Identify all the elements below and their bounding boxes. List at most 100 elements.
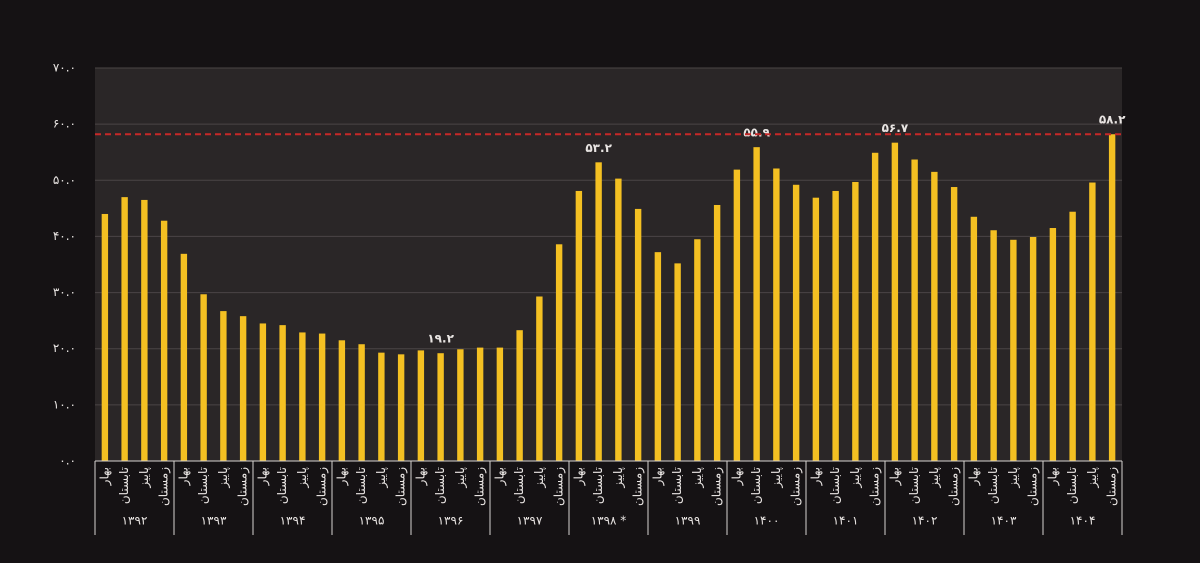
bar	[101, 213, 109, 461]
x-tick-label: بهار	[571, 467, 586, 486]
x-tick-label: زمستان	[552, 467, 567, 506]
bar	[180, 253, 188, 461]
bar	[1010, 239, 1017, 461]
group-label: ۱۴۰۱	[833, 514, 859, 528]
bar	[476, 347, 484, 461]
bar	[654, 252, 662, 461]
x-tick-label: بهار	[966, 467, 981, 486]
x-tick-label: بهار	[334, 467, 349, 486]
bar	[970, 216, 978, 461]
x-tick-label: تابستان	[117, 467, 131, 504]
x-tick-label: تابستان	[196, 467, 210, 504]
bar	[812, 197, 820, 461]
value-label: ۵۳.۲	[585, 141, 612, 155]
bar	[713, 204, 721, 461]
x-tick-label: بهار	[492, 467, 507, 486]
x-tick-label: زمستان	[947, 467, 962, 506]
bar	[733, 169, 741, 461]
x-tick-label: زمستان	[710, 467, 725, 506]
group-label: ۱۳۹۶	[438, 514, 464, 528]
bar	[931, 171, 938, 461]
bar	[990, 230, 997, 461]
y-tick-label: ۰.۰	[59, 454, 76, 468]
bar	[457, 349, 464, 461]
bar	[891, 142, 899, 462]
bar	[200, 294, 207, 461]
x-tick-label: پاییز	[137, 467, 152, 489]
x-tick-label: بهار	[887, 467, 902, 486]
x-tick-label: بهار	[413, 467, 428, 486]
bar	[773, 168, 780, 461]
x-tick-label: بهار	[97, 467, 112, 486]
x-tick-label: بهار	[1045, 467, 1060, 486]
bar	[634, 208, 642, 461]
x-tick-label: زمستان	[1105, 467, 1120, 506]
bar	[279, 325, 286, 461]
y-tick-label: ۵۰.۰	[53, 173, 76, 187]
bar	[358, 344, 365, 461]
group-label: ۱۴۰۲	[912, 514, 938, 528]
bar	[1029, 236, 1037, 461]
x-tick-label: پاییز	[927, 467, 942, 489]
y-tick-label: ۱۰.۰	[53, 397, 76, 411]
x-tick-label: تابستان	[433, 467, 447, 504]
x-tick-label: بهار	[808, 467, 823, 486]
x-tick-label: بهار	[650, 467, 665, 486]
bar	[397, 354, 405, 461]
x-tick-label: زمستان	[1026, 467, 1041, 506]
x-tick-label: تابستان	[512, 467, 526, 504]
x-tick-label: تابستان	[275, 467, 289, 504]
group-label: ۱۳۹۷	[517, 514, 543, 528]
x-tick-label: زمستان	[157, 467, 172, 506]
bar	[1069, 211, 1076, 461]
x-tick-label: پاییز	[532, 467, 547, 489]
bar	[239, 316, 247, 461]
bar	[950, 187, 958, 461]
bar	[753, 147, 760, 461]
group-label: ۱۴۰۰	[754, 514, 780, 528]
bar	[1108, 134, 1116, 461]
x-tick-label: زمستان	[236, 467, 251, 506]
y-tick-label: ۷۰.۰	[53, 61, 76, 75]
bar	[121, 197, 128, 461]
group-label: ۱۴۰۴	[1070, 514, 1096, 528]
x-tick-label: زمستان	[631, 467, 646, 506]
y-tick-label: ۴۰.۰	[53, 229, 76, 243]
x-tick-label: تابستان	[828, 467, 842, 504]
group-label: ۱۳۹۵	[359, 514, 385, 528]
bar	[852, 181, 859, 461]
bar	[792, 184, 800, 461]
bar	[496, 347, 504, 461]
value-label: ۵۵.۹	[743, 126, 770, 140]
bar	[338, 340, 346, 461]
group-label: ۱۳۹۹	[675, 514, 701, 528]
y-tick-label: ۳۰.۰	[53, 285, 76, 299]
x-tick-label: پاییز	[374, 467, 389, 489]
x-tick-label: تابستان	[354, 467, 368, 504]
x-tick-label: زمستان	[789, 467, 804, 506]
x-tick-label: بهار	[255, 467, 270, 486]
bar	[417, 350, 425, 461]
x-tick-label: تابستان	[907, 467, 921, 504]
x-tick-label: پاییز	[848, 467, 863, 489]
x-tick-label: پاییز	[1085, 467, 1100, 489]
x-tick-label: زمستان	[473, 467, 488, 506]
x-tick-label: پاییز	[216, 467, 231, 489]
group-label: ۱۳۹۸ *	[591, 514, 627, 528]
bar	[575, 190, 583, 461]
bar	[160, 220, 168, 461]
x-tick-label: تابستان	[670, 467, 684, 504]
group-label: ۱۳۹۲	[122, 514, 148, 528]
bar	[615, 178, 622, 461]
bar	[318, 333, 326, 461]
bar	[694, 239, 701, 461]
bar	[141, 199, 148, 461]
x-tick-label: تابستان	[591, 467, 605, 504]
bar	[1089, 182, 1096, 461]
bar	[595, 162, 602, 461]
bar	[220, 311, 227, 461]
x-tick-label: زمستان	[394, 467, 409, 506]
bar	[516, 330, 523, 461]
x-tick-label: پاییز	[453, 467, 468, 489]
